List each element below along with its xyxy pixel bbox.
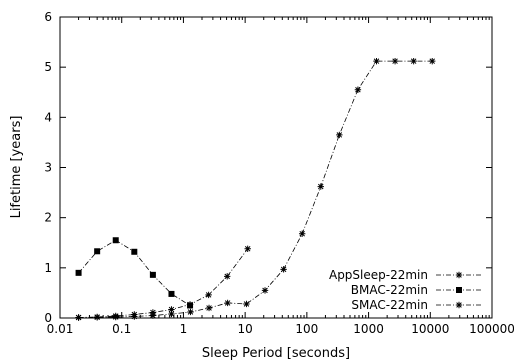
data-point — [149, 309, 157, 316]
data-point — [373, 57, 380, 65]
data-point — [261, 287, 269, 294]
data-point — [149, 271, 156, 278]
data-point — [224, 273, 231, 280]
data-point — [280, 266, 287, 273]
data-point — [168, 290, 175, 297]
data-point — [336, 131, 343, 139]
data-point — [429, 57, 436, 65]
series-group — [75, 57, 436, 321]
y-tick-label: 6 — [44, 10, 52, 24]
x-tick-label: 0.01 — [47, 322, 74, 336]
x-axis-label: Sleep Period [seconds] — [202, 346, 350, 361]
series-line — [78, 60, 433, 318]
data-point — [186, 301, 194, 308]
x-tick-label: 100000 — [469, 322, 514, 336]
y-tick-label: 5 — [44, 60, 52, 74]
data-point — [243, 300, 250, 308]
data-point — [244, 245, 251, 252]
data-point — [112, 237, 119, 244]
legend-label: AppSleep-22min — [329, 268, 428, 282]
y-tick-label: 1 — [44, 261, 52, 275]
data-point — [410, 57, 417, 65]
data-point — [93, 313, 101, 321]
y-tick-label: 2 — [44, 211, 52, 225]
data-point — [131, 248, 138, 255]
y-tick-label: 0 — [44, 311, 52, 325]
data-point — [94, 248, 101, 255]
x-tick-label: 10000 — [411, 322, 449, 336]
data-point — [75, 269, 82, 276]
data-point — [168, 306, 175, 313]
series-line — [78, 248, 249, 318]
legend-marker — [456, 287, 462, 293]
y-tick-label: 3 — [44, 161, 52, 175]
data-point — [205, 304, 213, 312]
x-tick-label: 1 — [180, 322, 188, 336]
data-point — [131, 311, 138, 318]
legend-marker — [455, 301, 463, 309]
series-smac-22min — [75, 245, 251, 321]
series-bmac-22min — [75, 237, 194, 309]
data-point — [317, 183, 324, 190]
legend-label: SMAC-22min — [351, 298, 428, 312]
data-point — [168, 310, 175, 318]
y-axis-label: Lifetime [years] — [9, 116, 24, 219]
legend-marker — [455, 271, 463, 279]
data-point — [298, 230, 306, 237]
data-point — [187, 308, 194, 316]
y-tick-label: 4 — [44, 110, 52, 124]
x-tick-label: 10 — [238, 322, 253, 336]
data-point — [224, 299, 231, 307]
data-point — [112, 312, 119, 320]
data-point — [354, 86, 362, 93]
data-point — [75, 314, 82, 321]
legend-label: BMAC-22min — [351, 283, 428, 297]
x-tick-label: 100 — [295, 322, 318, 336]
axis-ticks: 0.01 0.1 1 10 100 1000 10000 100000 0 1 2 3 4 5 6 — [44, 10, 514, 336]
x-tick-label: 1000 — [353, 322, 384, 336]
x-tick-label: 0.1 — [112, 322, 131, 336]
data-point — [205, 291, 212, 299]
data-point — [391, 57, 399, 65]
